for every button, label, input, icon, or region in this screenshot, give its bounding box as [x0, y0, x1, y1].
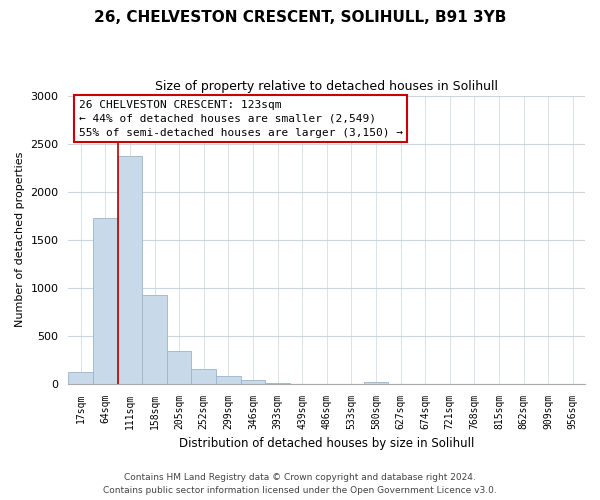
Bar [142, 296, 167, 384]
Text: 26, CHELVESTON CRESCENT, SOLIHULL, B91 3YB: 26, CHELVESTON CRESCENT, SOLIHULL, B91 3… [94, 10, 506, 25]
Y-axis label: Number of detached properties: Number of detached properties [15, 152, 25, 328]
Text: Contains HM Land Registry data © Crown copyright and database right 2024.
Contai: Contains HM Land Registry data © Crown c… [103, 474, 497, 495]
Bar [93, 218, 118, 384]
Text: 26 CHELVESTON CRESCENT: 123sqm
← 44% of detached houses are smaller (2,549)
55% : 26 CHELVESTON CRESCENT: 123sqm ← 44% of … [79, 100, 403, 138]
Title: Size of property relative to detached houses in Solihull: Size of property relative to detached ho… [155, 80, 498, 93]
Bar [118, 156, 142, 384]
Bar [191, 369, 216, 384]
Bar [68, 372, 93, 384]
Bar [216, 376, 241, 384]
Bar [364, 382, 388, 384]
Bar [241, 380, 265, 384]
Bar [167, 350, 191, 384]
X-axis label: Distribution of detached houses by size in Solihull: Distribution of detached houses by size … [179, 437, 475, 450]
